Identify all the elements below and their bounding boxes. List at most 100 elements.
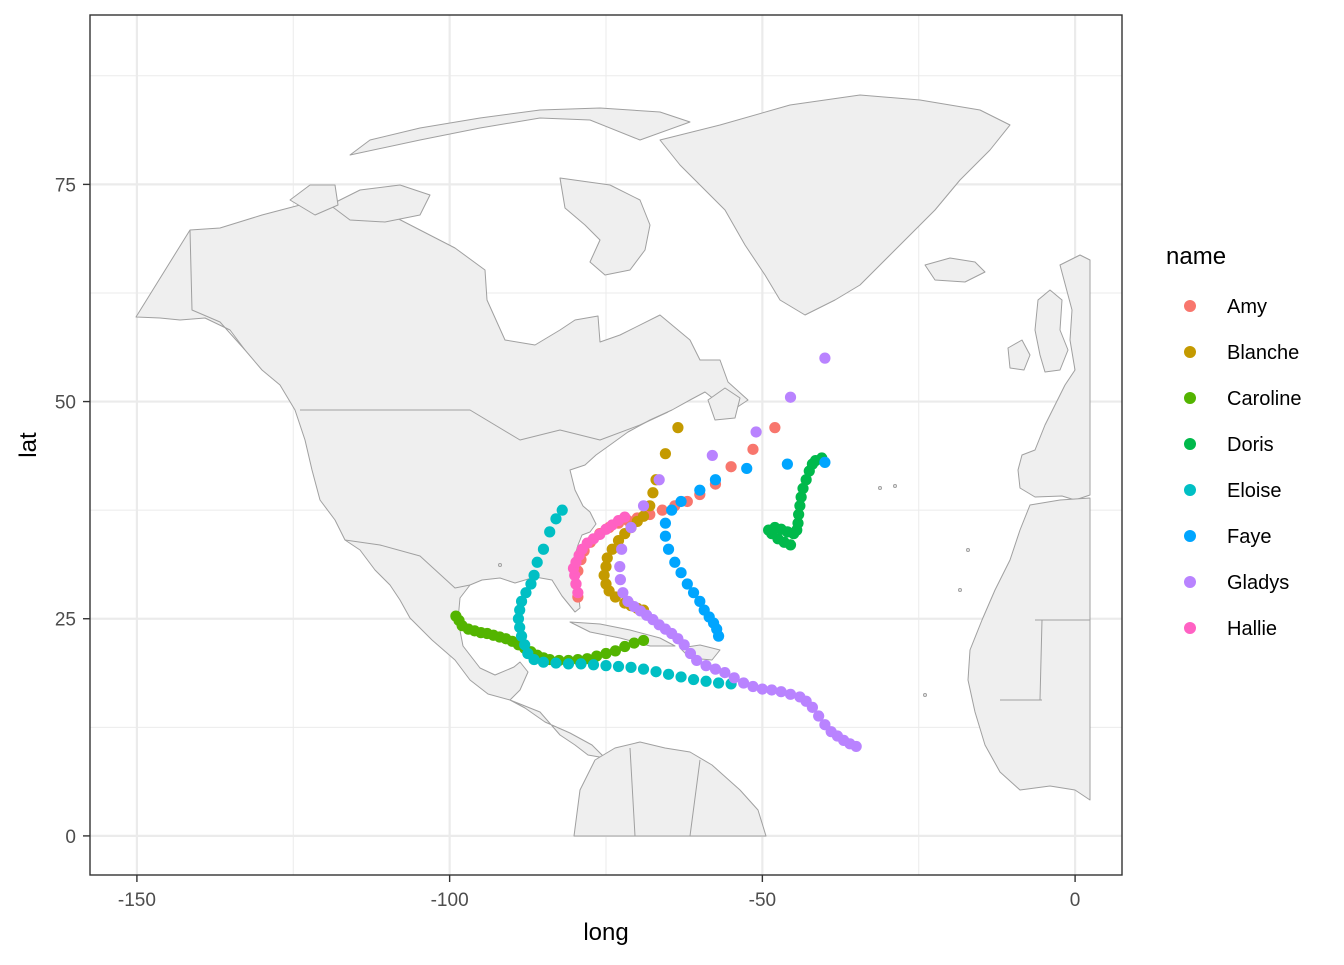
track-point — [709, 663, 722, 675]
track-point — [637, 634, 650, 647]
track-point — [756, 683, 768, 695]
y-axis-title: lat — [15, 432, 42, 458]
iceland — [924, 257, 986, 283]
track-point — [709, 474, 722, 486]
x-axis-title: long — [583, 919, 628, 946]
legend-key-doris — [1184, 438, 1196, 450]
track-point — [587, 659, 600, 671]
africa-border — [1000, 619, 1090, 701]
track-point — [769, 422, 781, 434]
x-tick-label: -100 — [431, 890, 469, 911]
legend-label-eloise: Eloise — [1227, 480, 1281, 502]
track-point — [738, 677, 750, 689]
track-point — [766, 684, 778, 696]
track-point — [712, 677, 725, 689]
panel-border — [89, 14, 1123, 876]
track-point — [813, 710, 825, 722]
series-hallie — [567, 511, 631, 599]
track-point — [619, 640, 631, 653]
legend: name Amy Blanche Caroline Doris Eloise Faye Gl… — [1166, 243, 1301, 640]
track-point — [562, 658, 575, 670]
legend-label-amy: Amy — [1227, 296, 1267, 318]
greenland — [659, 94, 1011, 316]
track-point — [725, 461, 737, 473]
track-point — [622, 595, 634, 607]
x-tick-label: -150 — [118, 890, 156, 911]
legend-label-hallie: Hallie — [1227, 618, 1277, 640]
us-canada-border — [300, 409, 669, 441]
track-point — [619, 511, 631, 523]
track-point — [600, 578, 612, 590]
track-point — [512, 613, 525, 625]
track-point — [800, 474, 812, 486]
track-point — [514, 604, 526, 616]
africa-landmass — [967, 497, 1091, 801]
track-point — [625, 521, 637, 534]
legend-key-hallie — [1184, 622, 1196, 634]
cape-verde-island — [923, 693, 927, 697]
victoria-island — [329, 184, 431, 223]
track-point — [537, 656, 550, 668]
track-point — [794, 691, 806, 703]
track-point — [687, 587, 700, 599]
track-point — [519, 639, 531, 651]
track-point — [600, 561, 612, 573]
track-point — [672, 422, 684, 434]
track-point — [675, 567, 687, 579]
track-point — [528, 569, 540, 581]
track-point — [666, 504, 678, 516]
newfoundland — [707, 387, 741, 421]
legend-label-blanche: Blanche — [1227, 342, 1299, 364]
track-point — [450, 610, 462, 622]
track-point — [694, 595, 706, 607]
track-point — [694, 484, 706, 496]
track-point — [728, 672, 740, 684]
track-point — [525, 578, 537, 590]
track-point — [600, 647, 612, 660]
track-point — [675, 495, 687, 508]
ireland — [1007, 339, 1031, 371]
x-axis: -150 -100 -50 0 — [118, 875, 1080, 911]
series-faye — [659, 456, 831, 642]
track-point — [747, 680, 759, 693]
track-point — [719, 666, 731, 679]
track-point — [514, 621, 526, 634]
track-point — [515, 630, 528, 642]
series-doris — [763, 452, 828, 551]
europe-landmass — [1017, 254, 1091, 501]
track-point — [653, 474, 665, 486]
y-axis: 0 25 50 75 — [55, 175, 90, 848]
y-tick-label: 75 — [55, 175, 76, 196]
track-point — [600, 660, 612, 672]
track-point — [591, 650, 603, 662]
track-point — [747, 443, 759, 455]
track-point — [637, 663, 650, 675]
track-point — [550, 513, 562, 525]
legend-key-amy — [1184, 300, 1196, 312]
x-tick-label: -50 — [749, 890, 776, 911]
track-point — [797, 482, 809, 495]
legend-label-gladys: Gladys — [1227, 572, 1289, 594]
madeira-island — [966, 548, 970, 552]
track-point — [793, 508, 805, 521]
track-point — [606, 543, 618, 555]
series-gladys — [614, 352, 862, 753]
canary-island — [958, 588, 962, 592]
track-point — [616, 543, 628, 555]
banks-island — [289, 184, 339, 216]
track-point — [625, 661, 637, 673]
azores-island — [893, 484, 897, 488]
track-point — [681, 578, 693, 590]
y-tick-label: 50 — [55, 393, 76, 414]
bahamas-island — [498, 563, 502, 567]
track-point — [537, 543, 550, 555]
legend-key-faye — [1184, 530, 1196, 542]
track-point — [520, 587, 532, 599]
legend-key-eloise — [1184, 484, 1196, 496]
track-point — [628, 637, 640, 649]
track-point — [792, 517, 804, 529]
legend-key-blanche — [1184, 346, 1196, 358]
track-point — [662, 543, 675, 555]
track-point — [570, 578, 582, 590]
